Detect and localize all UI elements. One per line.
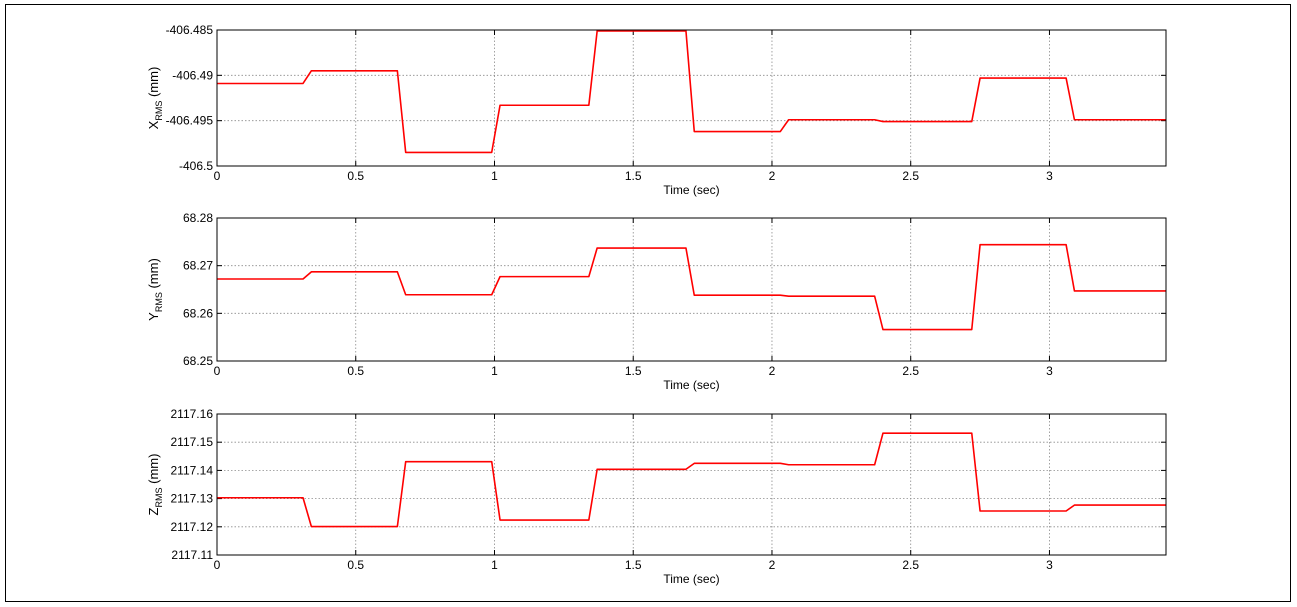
x-tick-label: 3 (1046, 364, 1053, 378)
series-line (217, 30, 1166, 154)
y-axis-label: XRMS (mm) (146, 67, 164, 130)
y-tick-label: -406.485 (166, 23, 214, 37)
x-tick-label: 1.5 (625, 169, 642, 183)
x-tick-label: 3 (1046, 169, 1053, 183)
x-tick-label: 0 (214, 364, 221, 378)
x-tick-label: 1.5 (625, 364, 642, 378)
axes-box (216, 413, 1167, 556)
chart-panel-2: 0 0.5 1 1.5 2 2.5 3 68.25 68.26 68.27 68.28 Time (s… (146, 211, 1167, 392)
chart-panel-1: 0 0.5 1 1.5 2 2.5 3 -406.5 -406.495 -406.49 -406.4… (146, 23, 1167, 197)
y-tick-label: 2117.11 (171, 548, 213, 562)
x-tick-label: 0.5 (347, 364, 364, 378)
x-tick-label: 2.5 (902, 558, 919, 572)
y-tick-label: 68.28 (183, 211, 213, 225)
x-tick-label: 0.5 (347, 558, 364, 572)
x-tick-label: 2 (769, 169, 776, 183)
x-axis-label: Time (sec) (663, 183, 719, 197)
y-tick-label: -406.5 (179, 159, 213, 173)
x-tick-label: 2 (769, 364, 776, 378)
plot-area (217, 218, 1166, 361)
x-tick-label: 0 (214, 169, 221, 183)
y-axis-label: YRMS (mm) (146, 258, 164, 321)
x-tick-label: 1 (491, 364, 498, 378)
x-tick-label: 1 (491, 169, 498, 183)
x-tick-label: 3 (1046, 558, 1053, 572)
y-tick-label: -406.495 (166, 114, 214, 128)
y-tick-label: 68.26 (183, 306, 213, 320)
y-tick-label: -406.49 (172, 68, 213, 82)
series-line (217, 432, 1166, 528)
y-tick-label: 2117.12 (171, 520, 214, 534)
y-tick-label: 2117.13 (171, 492, 214, 506)
series-line (217, 243, 1166, 331)
x-axis-label: Time (sec) (663, 378, 719, 392)
axes-box (216, 29, 1167, 167)
axes-box (216, 217, 1167, 362)
y-tick-label: 68.27 (183, 259, 213, 273)
x-tick-label: 2.5 (902, 169, 919, 183)
x-tick-label: 1 (491, 558, 498, 572)
y-tick-label: 2117.16 (171, 407, 214, 421)
chart-panel-3: 0 0.5 1 1.5 2 2.5 3 2117.11 2117.12 2117.13 2117.1… (146, 407, 1167, 586)
y-axis-label: ZRMS (mm) (146, 454, 164, 516)
x-tick-label: 0.5 (347, 169, 364, 183)
x-tick-label: 2.5 (902, 364, 919, 378)
figure-frame (5, 4, 1291, 602)
x-tick-label: 1.5 (625, 558, 642, 572)
x-tick-label: 0 (214, 558, 221, 572)
y-tick-label: 2117.14 (171, 463, 214, 477)
y-tick-label: 2117.15 (171, 435, 214, 449)
plot-area (217, 414, 1166, 555)
y-tick-label: 68.25 (183, 354, 213, 368)
x-axis-label: Time (sec) (663, 572, 719, 586)
x-tick-label: 2 (769, 558, 776, 572)
